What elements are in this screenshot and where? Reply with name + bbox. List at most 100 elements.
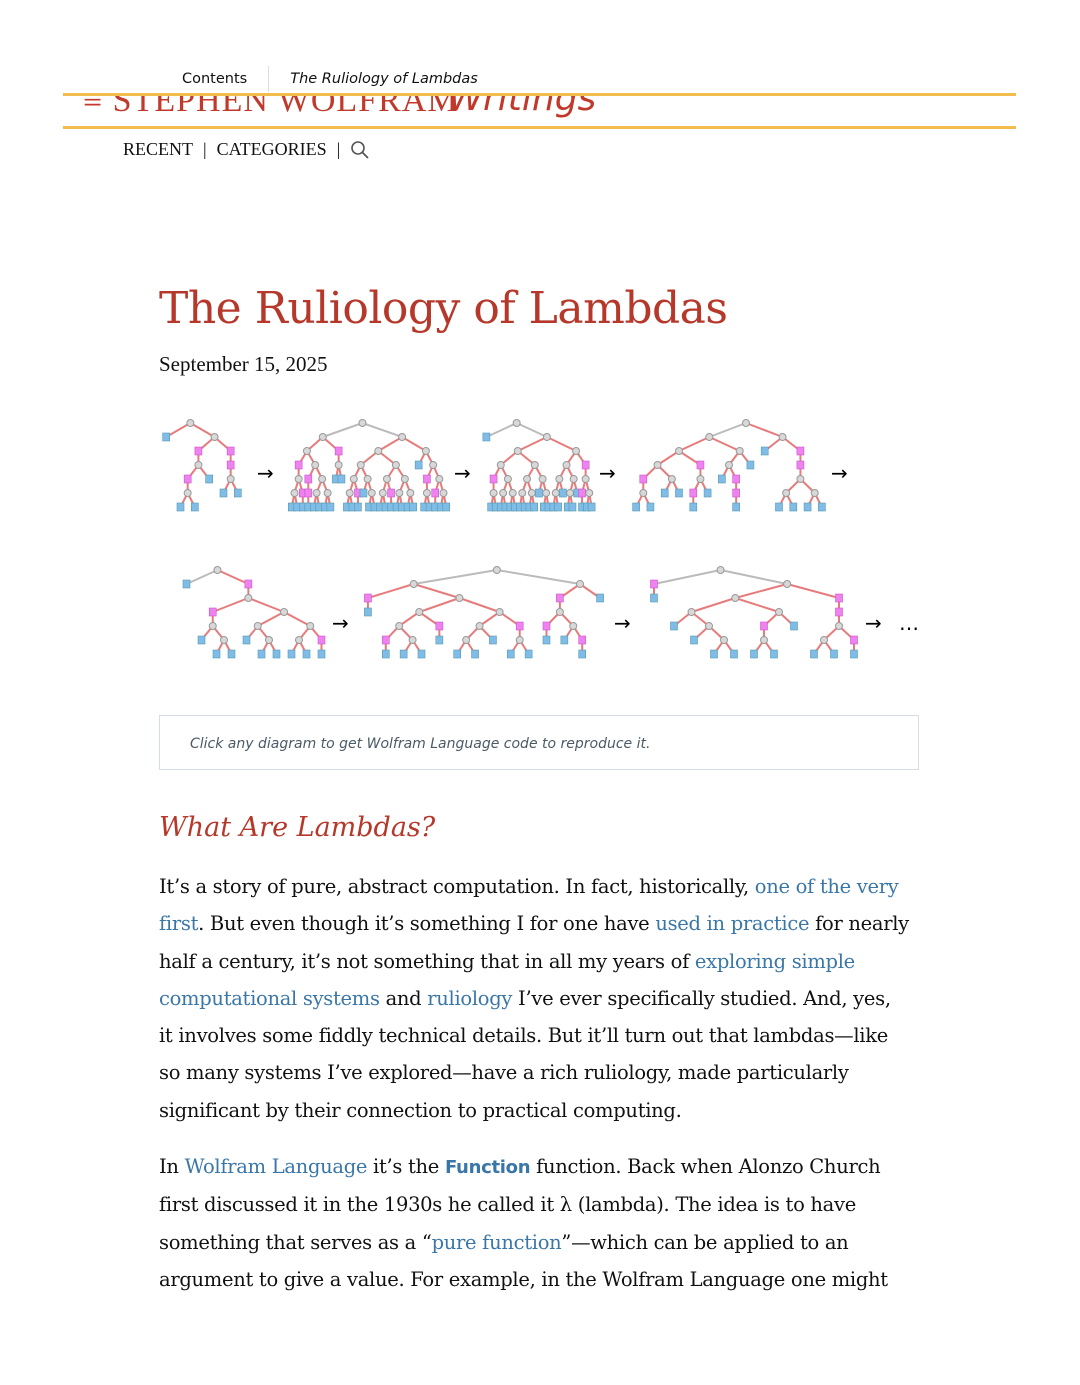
variable-node	[227, 649, 236, 659]
application-node	[462, 636, 471, 644]
variable-node	[770, 649, 778, 659]
application-node	[415, 608, 424, 616]
variable-node	[317, 649, 326, 659]
variable-node	[205, 474, 213, 484]
inline-link[interactable]: pure function	[431, 1230, 562, 1254]
lambda-node	[226, 460, 235, 470]
diagram-caption: Click any diagram to get Wolfram Languag…	[159, 715, 919, 770]
application-node	[409, 580, 418, 588]
publish-date: September 15, 2025	[159, 352, 328, 376]
inline-link[interactable]: exploring simple computational systems	[159, 949, 855, 1010]
application-node	[280, 608, 288, 616]
variable-node	[234, 488, 242, 498]
application-node	[378, 489, 387, 497]
lambda-node	[364, 593, 372, 603]
paragraph-text: for nearly half a century, it’s not some…	[159, 912, 909, 973]
inline-link[interactable]: used in practice	[655, 912, 810, 936]
tree-edge	[398, 611, 420, 627]
application-node	[696, 475, 705, 483]
application-node	[760, 636, 768, 644]
application-node	[512, 419, 521, 427]
arrow-icon: →	[332, 611, 349, 635]
variable-node	[689, 502, 698, 512]
lambda-node	[317, 635, 326, 645]
inline-link[interactable]: ruliology	[427, 986, 513, 1010]
lambda-evolution-diagram[interactable]: → → → →→ → →…	[159, 405, 919, 685]
recent-link[interactable]: RECENT	[123, 139, 193, 159]
application-node	[523, 475, 532, 483]
arrow-icon: →	[454, 461, 471, 485]
variable-node	[506, 649, 515, 659]
variable-node	[568, 502, 577, 512]
application-node	[306, 622, 315, 630]
lambda-node	[835, 593, 843, 603]
application-node	[538, 475, 547, 483]
variable-node	[535, 488, 543, 498]
contents-link[interactable]: Contents	[182, 71, 248, 87]
application-node	[421, 447, 430, 455]
divider	[268, 66, 270, 92]
application-node	[731, 594, 740, 602]
tree-edge	[546, 436, 577, 452]
application-node	[382, 475, 391, 483]
application-node	[796, 475, 805, 483]
application-node	[302, 447, 311, 455]
application-node	[705, 622, 713, 630]
tree-edge	[691, 597, 736, 613]
tree-edge	[413, 583, 460, 599]
application-node	[555, 608, 564, 616]
application-node	[515, 636, 524, 644]
inline-link[interactable]: Wolfram Language	[184, 1155, 368, 1178]
application-node	[716, 566, 725, 574]
lambda-node	[304, 474, 313, 484]
tree-edge	[322, 422, 363, 438]
code-term-link[interactable]: Function	[444, 1157, 531, 1178]
lambda-node	[696, 460, 705, 470]
tree-edge	[734, 597, 780, 613]
lambda-node	[639, 474, 648, 484]
application-node	[253, 622, 262, 630]
application-node	[311, 461, 320, 469]
variable-node	[554, 502, 562, 512]
tree-edge	[367, 583, 414, 599]
arrow-icon: →	[257, 461, 274, 485]
variable-node	[354, 502, 362, 512]
application-node	[489, 489, 498, 497]
lambda-node	[423, 474, 431, 484]
application-node	[435, 475, 444, 483]
site-logo[interactable]: ≡ STEPHEN WOLFRAM	[83, 93, 459, 119]
lambda-node	[581, 460, 590, 470]
paragraph-text: it’s the	[367, 1155, 445, 1178]
application-node	[542, 433, 551, 441]
variable-node	[578, 649, 587, 659]
application-node	[705, 433, 714, 441]
site-header: ≡ STEPHEN WOLFRAM Writings	[63, 93, 1016, 129]
paragraph-text: ”—which can be applied to an argument to…	[159, 1230, 888, 1291]
inline-link[interactable]: one of the very first	[159, 875, 899, 936]
writings-logo[interactable]: Writings	[448, 93, 597, 119]
application-node	[810, 489, 819, 497]
application-node	[499, 489, 508, 497]
variable-node	[417, 649, 426, 659]
tree-edge	[734, 583, 788, 599]
application-node	[639, 489, 648, 497]
variable-node	[850, 649, 858, 659]
application-node	[495, 608, 504, 616]
categories-link[interactable]: CATEGORIES	[216, 139, 327, 159]
tree-edge	[786, 583, 840, 599]
application-node	[820, 636, 828, 644]
variable-node	[596, 593, 604, 603]
application-node	[513, 447, 522, 455]
lambda-node	[208, 607, 217, 617]
application-node	[356, 461, 365, 469]
tree-edge	[283, 611, 311, 627]
lambda-node	[244, 579, 253, 589]
application-node	[455, 594, 464, 602]
tree-edge	[516, 422, 548, 438]
search-icon[interactable]	[350, 140, 370, 160]
variable-node	[789, 502, 798, 512]
tree-edge	[189, 422, 216, 438]
application-node	[562, 461, 571, 469]
application-node	[508, 489, 517, 497]
variable-node	[542, 635, 551, 645]
